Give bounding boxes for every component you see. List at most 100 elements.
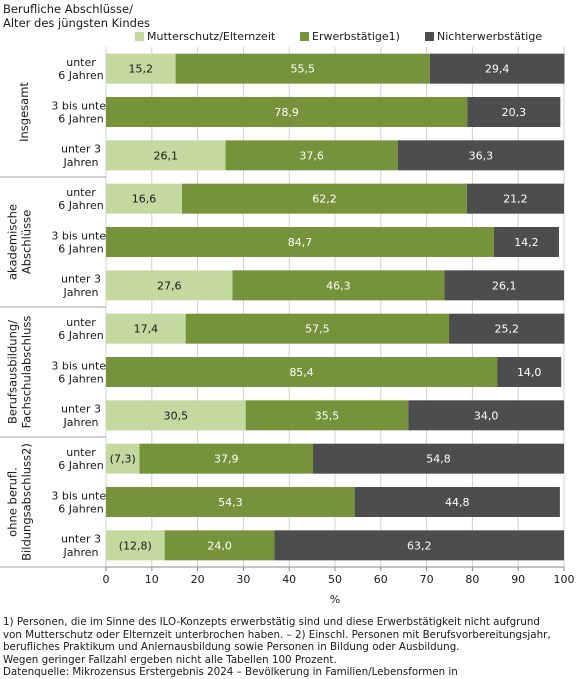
- bar-nicht: [313, 443, 564, 474]
- row-label-line: unter: [66, 186, 96, 199]
- row-label-line: Jahren: [63, 546, 99, 559]
- row-label: unter 3 Jahren: [61, 403, 101, 429]
- footnotes: 1) Personen, die im Sinne des ILO-Konzep…: [3, 616, 582, 679]
- row-label-line: Jahren: [63, 156, 99, 169]
- bar-label-nicht: 36,3: [469, 149, 494, 162]
- footnote-line-2: von Mutterschutz oder Elternzeit unterbr…: [3, 628, 551, 641]
- bar-label-erwerb: 78,9: [274, 106, 299, 119]
- group-label-line: akademische: [6, 204, 20, 280]
- bar-label-mutterschutz: (12,8): [119, 539, 152, 552]
- footnote-line-3: berufliches Praktikum und Anlernausbildu…: [3, 641, 460, 653]
- row-label: 3 bis unter 6 Jahren: [51, 359, 111, 385]
- bar-label-erwerb: 57,5: [305, 323, 330, 336]
- row-label-line: unter 3: [61, 273, 101, 286]
- bar-label-erwerb: 37,9: [214, 453, 239, 466]
- group-label-line: Bildungsabschluss2): [20, 443, 34, 561]
- row-label-line: 3 bis unter: [51, 359, 111, 372]
- bar-mutterschutz: [106, 53, 176, 84]
- bar-nicht: [466, 183, 564, 214]
- x-tick-label: 40: [282, 573, 296, 586]
- row-label: unter 6 Jahren: [58, 186, 104, 212]
- x-axis-label: %: [330, 593, 340, 606]
- group-label: Berufsausbildung/Fachschulabschluss: [6, 316, 34, 429]
- legend-label-mutterschutz: Mutterschutz/Elternzeit: [147, 30, 276, 43]
- bar-erwerb: [106, 487, 355, 517]
- bar-nicht: [449, 313, 565, 344]
- bar-label-nicht: 25,2: [495, 323, 520, 336]
- bar-erwerb: [225, 140, 398, 171]
- chart-title: Berufliche Abschlüsse/ Alter des jüngste…: [3, 2, 150, 30]
- bar-label-erwerb: 62,2: [312, 193, 337, 206]
- x-tick-label: 10: [145, 573, 159, 586]
- bar-nicht: [354, 487, 560, 517]
- bar-label-mutterschutz: 16,6: [132, 193, 157, 206]
- group-label-line: Insgesamt: [17, 82, 31, 142]
- x-tick-label: 50: [328, 573, 342, 586]
- legend-item-mutterschutz: Mutterschutz/Elternzeit: [135, 30, 275, 44]
- row-label: 3 bis unter 6 Jahren: [51, 489, 111, 515]
- bar-erwerb: [185, 313, 450, 344]
- row-label-line: unter: [66, 56, 96, 69]
- bar-label-nicht: 26,1: [492, 279, 517, 292]
- row-label: 3 bis unter 6 Jahren: [51, 99, 111, 125]
- bar-mutterschutz: [106, 400, 246, 431]
- bar-label-nicht: 54,8: [426, 453, 451, 466]
- bar-mutterschutz: [106, 530, 165, 561]
- bar-label-erwerb: 46,3: [326, 279, 351, 292]
- chart-title-line-2: Alter des jüngsten Kindes: [3, 16, 151, 30]
- bar-erwerb: [106, 97, 468, 127]
- x-tick-label: 0: [103, 573, 110, 586]
- row-label-line: 6 Jahren: [58, 69, 104, 82]
- bar-label-mutterschutz: 27,6: [157, 279, 182, 292]
- legend-swatch-erwerb: [300, 32, 309, 41]
- bar-nicht: [493, 227, 559, 257]
- chart-title-line-1: Berufliche Abschlüsse/: [3, 2, 133, 16]
- bar-nicht: [429, 53, 565, 84]
- bar-mutterschutz: [106, 183, 183, 214]
- legend-swatch-nicht: [425, 32, 434, 41]
- row-label-line: Jahren: [63, 416, 99, 429]
- group-label-line: Berufsausbildung/: [6, 320, 20, 424]
- bar-label-mutterschutz: (7,3): [110, 453, 136, 466]
- bar-label-erwerb: 84,7: [288, 236, 313, 249]
- row-label-line: 6 Jahren: [58, 459, 104, 472]
- row-label-line: unter 3: [61, 403, 101, 416]
- bar-erwerb: [245, 400, 409, 431]
- row-label: unter 3 Jahren: [61, 273, 101, 299]
- row-label-line: 6 Jahren: [58, 329, 104, 342]
- bar-erwerb: [182, 183, 467, 214]
- bar-nicht: [497, 357, 562, 387]
- row-label-line: Jahren: [63, 286, 99, 299]
- bar-label-nicht: 14,2: [514, 236, 539, 249]
- bar-nicht: [467, 97, 561, 127]
- row-label-line: unter 3: [61, 143, 101, 156]
- row-label-line: 6 Jahren: [58, 199, 104, 212]
- row-label: unter 6 Jahren: [58, 56, 104, 82]
- bar-nicht: [408, 400, 564, 431]
- legend-label-nicht: Nichterwerbstätige: [437, 30, 543, 43]
- x-tick-label: 100: [554, 573, 575, 586]
- bar-nicht: [444, 270, 564, 301]
- bar-erwerb: [175, 53, 430, 84]
- bar-label-erwerb: 85,4: [289, 366, 314, 379]
- bar-erwerb: [106, 227, 494, 257]
- bar-erwerb: [106, 357, 498, 387]
- bar-label-erwerb: 37,6: [299, 149, 324, 162]
- legend-label-erwerb: Erwerbstätige1): [312, 30, 400, 43]
- row-label-line: 3 bis unter: [51, 229, 111, 242]
- bar-nicht: [274, 530, 564, 561]
- bar-label-erwerb: 24,0: [207, 539, 232, 552]
- row-label-line: 6 Jahren: [58, 372, 104, 385]
- bar-label-nicht: 29,4: [485, 63, 510, 76]
- row-label-line: 3 bis unter: [51, 489, 111, 502]
- row-label-line: unter: [66, 446, 96, 459]
- x-tick-label: 80: [465, 573, 479, 586]
- bar-label-erwerb: 55,5: [290, 63, 315, 76]
- x-tick-label: 90: [511, 573, 525, 586]
- bar-erwerb: [164, 530, 275, 561]
- row-label-line: 6 Jahren: [58, 502, 104, 515]
- bar-mutterschutz: [106, 443, 140, 474]
- x-tick-label: 70: [420, 573, 434, 586]
- bar-label-nicht: 20,3: [502, 106, 527, 119]
- footnote-line-4: Wegen geringer Fallzahl ergeben nicht al…: [3, 653, 337, 666]
